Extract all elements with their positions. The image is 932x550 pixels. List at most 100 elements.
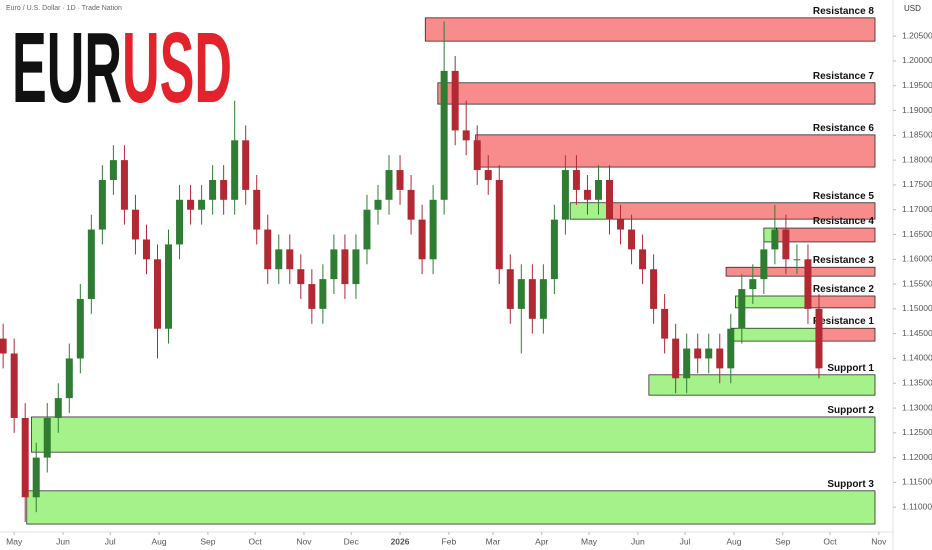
candle-body (451, 70, 459, 131)
candle-body (672, 338, 680, 379)
candles (0, 21, 823, 523)
candle-body (804, 259, 812, 309)
currency-label: USD (904, 4, 921, 13)
y-tick-label: 1.11500 (902, 477, 932, 487)
x-tick-label: Oct (249, 536, 263, 546)
candle-body (418, 219, 426, 260)
y-tick-label: 1.15500 (902, 278, 932, 288)
candle-body (0, 338, 7, 354)
support-zone (26, 490, 876, 525)
candle-body (760, 249, 768, 280)
candle-body (407, 189, 415, 220)
candle-body (253, 189, 261, 230)
candle-body (65, 358, 73, 399)
candle-body (628, 229, 636, 250)
x-tick-label: Jun (56, 536, 70, 546)
y-tick-label: 1.15000 (902, 303, 932, 313)
zone-label: Support 1 (827, 363, 874, 374)
x-tick-label: Feb (442, 536, 457, 546)
resistance-zone (475, 134, 876, 168)
y-tick-label: 1.18500 (902, 130, 932, 140)
resistance-zone (776, 227, 876, 243)
candle-body (528, 279, 536, 319)
zone-label: Resistance 6 (813, 123, 875, 134)
support-zone (31, 416, 876, 453)
candle-body (209, 179, 217, 200)
candle-body (109, 160, 117, 180)
candle-body (32, 457, 40, 498)
y-tick-label: 1.16000 (902, 254, 932, 264)
x-tick-label: May (6, 536, 23, 546)
candle-body (650, 269, 658, 309)
candle-body (661, 308, 669, 339)
candle-body (341, 249, 349, 285)
candle-body (440, 70, 448, 200)
candle-body (264, 229, 272, 270)
candle-body (187, 199, 195, 210)
candle-body (297, 269, 305, 285)
candle-body (782, 229, 790, 260)
x-tick-label: 2026 (391, 536, 410, 546)
zone-label: Support 3 (827, 479, 874, 490)
flipped-zone (730, 327, 817, 342)
candle-body (771, 229, 779, 250)
x-tick-label: Sep (200, 536, 215, 546)
candle-body (76, 298, 84, 359)
zone-label: Resistance 2 (813, 284, 875, 295)
candle-body (517, 279, 525, 309)
x-tick-label: Dec (344, 536, 360, 546)
candle-body (749, 279, 757, 290)
candle-body (705, 348, 713, 359)
symbol-header: Euro / U.S. Dollar · 1D · Trade Nation (6, 5, 122, 12)
candle-body (98, 179, 106, 230)
x-tick-label: Mar (486, 536, 501, 546)
candle-body (429, 199, 437, 260)
axes: 1.11000 1.11500 1.12000 1.12500 1.13000 1.135… (6, 30, 932, 546)
candle-body (572, 170, 580, 190)
zone-label: Resistance 7 (813, 71, 875, 82)
candle-body (738, 289, 746, 329)
candle-body (484, 170, 492, 180)
resistance-zone (815, 327, 876, 342)
candle-body (716, 348, 724, 369)
y-tick-label: 1.20000 (902, 55, 932, 65)
resistance-zone (424, 17, 876, 42)
x-tick-label: Aug (726, 536, 741, 546)
candle-body (539, 279, 547, 319)
zones: Resistance 8 Resistance 7 Resistance 6 Resi… (26, 6, 876, 525)
x-tick-label: May (581, 536, 598, 546)
candle-body (21, 417, 29, 498)
x-tick-label: Apr (535, 536, 548, 546)
y-tick-label: 1.17000 (902, 204, 932, 214)
candle-body (153, 259, 161, 329)
y-tick-label: 1.13000 (902, 402, 932, 412)
y-tick-label: 1.18000 (902, 154, 932, 164)
candle-body (142, 239, 150, 260)
x-tick-label: Aug (152, 536, 167, 546)
x-tick-label: Jul (105, 536, 116, 546)
candle-body (330, 249, 338, 280)
flipped-zone (735, 295, 807, 309)
candle-body (54, 398, 62, 418)
x-tick-label: Nov (871, 536, 887, 546)
y-tick-label: 1.13500 (902, 377, 932, 387)
candle-body (694, 348, 702, 359)
candle-body (87, 229, 95, 299)
candle-body (176, 199, 184, 245)
x-tick-label: Sep (775, 536, 790, 546)
y-tick-label: 1.14500 (902, 328, 932, 338)
candle-body (319, 279, 327, 309)
y-tick-label: 1.19500 (902, 80, 932, 90)
candle-body (617, 219, 625, 230)
y-tick-label: 1.19000 (902, 105, 932, 115)
candle-body (462, 130, 470, 141)
y-tick-label: 1.20500 (902, 30, 932, 40)
resistance-zone (437, 82, 876, 105)
x-tick-label: Oct (823, 536, 837, 546)
candle-body (308, 284, 316, 309)
candle-body (815, 308, 823, 369)
candle-body (385, 170, 393, 200)
zone-label: Resistance 4 (813, 216, 875, 227)
y-tick-label: 1.14000 (902, 353, 932, 363)
